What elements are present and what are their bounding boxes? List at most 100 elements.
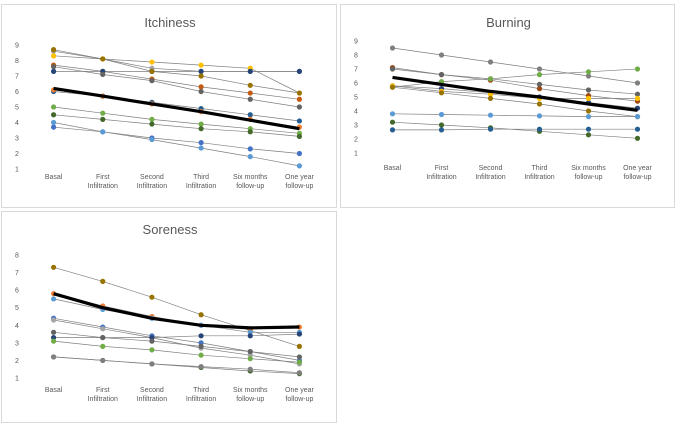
itchiness-series-patient-4-point [198, 68, 204, 74]
burning-series-patient-10-point [389, 127, 396, 133]
itchiness-series-patient-4-point [296, 68, 303, 74]
itchiness-series-patient-7-point [296, 118, 303, 124]
soreness-series-patient-7-line [53, 331, 300, 358]
itchiness-y-tick-label: 6 [15, 89, 19, 96]
burning-series-patient-1-point [487, 59, 494, 65]
itchiness-series-patient-3-line [53, 55, 300, 94]
itchiness-series-patient-9-line [53, 114, 300, 137]
soreness-series-patient-10-point [100, 357, 106, 364]
burning-series-patient-2-point [536, 86, 543, 92]
itchiness-series-patient-10-point [247, 146, 253, 152]
soreness-x-category-label: Second Infiltration [137, 387, 167, 403]
soreness-series-patient-8-point [100, 343, 106, 349]
soreness-series-patient-7-point [198, 343, 204, 349]
burning-series-patient-7-point [438, 90, 445, 96]
soreness-mean-line [53, 292, 300, 330]
burning-series-patient-8-point [634, 114, 641, 120]
itchiness-y-tick-label: 8 [15, 58, 19, 65]
burning-series-patient-9-point [438, 122, 445, 128]
itchiness-y-tick-label: 5 [15, 105, 19, 112]
burning-x-category-label: Third Infiltration [524, 165, 554, 181]
itchiness-series-patient-11 [50, 119, 303, 169]
burning-chart-panel: Burning 1 2 3 4 5 6 7 8 9 Basal First Infiltration Se… [340, 4, 675, 208]
itchiness-series-patient-5-point [247, 82, 253, 88]
soreness-chart-svg: Soreness 1 2 3 4 5 6 7 8 Basal First Infiltration Se… [15, 222, 314, 403]
itchiness-series-patient-11-line [53, 122, 300, 167]
itchiness-series-patient-2-point [247, 90, 253, 96]
itchiness-series-patient-5-point [296, 90, 303, 96]
burning-series-patient-1 [389, 45, 641, 86]
burning-series-patient-8-point [585, 114, 592, 120]
burning-series-patient-10-point [634, 126, 641, 132]
itchiness-series-patient-6-point [50, 64, 57, 70]
itchiness-y-tick-label: 4 [15, 120, 19, 127]
soreness-x-category-label: Third Infiltration [186, 387, 216, 403]
burning-series-patient-1-point [634, 80, 641, 86]
burning-series-patient-7-point [585, 108, 592, 114]
burning-y-tick-label: 8 [354, 53, 358, 60]
itchiness-mean-line [53, 86, 300, 131]
burning-series-patient-8-point [438, 111, 445, 118]
burning-series-patient-1-line [392, 47, 638, 84]
burning-series-patient-3 [389, 66, 641, 97]
burning-series-patient-6-point [634, 95, 641, 101]
itchiness-y-tick-label: 7 [15, 74, 19, 81]
soreness-series-patient-8-point [247, 356, 253, 362]
burning-y-tick-label: 9 [354, 39, 358, 46]
soreness-series-patient-1-point [198, 312, 204, 318]
soreness-series-patient-8-point [50, 338, 57, 344]
itchiness-series-patient-8-point [100, 110, 106, 116]
itchiness-series-patient-3-point [149, 59, 155, 65]
soreness-series-patient-10-point [247, 366, 253, 372]
burning-x-category-label: Second Infiltration [475, 165, 505, 181]
itchiness-series-patient-11-point [149, 136, 155, 143]
itchiness-series-patient-3-point [198, 62, 204, 68]
burning-series-patient-3-line [392, 68, 638, 95]
itchiness-series-patient-5 [50, 47, 303, 96]
itchiness-series-patient-11-point [198, 145, 204, 151]
burning-series-patient-7-point [536, 101, 543, 107]
soreness-y-tick-label: 5 [15, 305, 19, 312]
burning-series-patient-4-point [536, 72, 543, 78]
itchiness-series-patient-2 [50, 62, 303, 102]
soreness-series-patient-1-point [296, 343, 303, 349]
itchiness-series-patient-9-point [296, 133, 303, 140]
itchiness-series-patient-9 [50, 112, 303, 140]
burning-series-patient-10-point [536, 126, 543, 132]
soreness-x-category-label: Basal [45, 387, 63, 394]
burning-series-patient-7-point [487, 95, 494, 101]
itchiness-series-patient-6-line [53, 66, 300, 108]
burning-series-patient-1-point [438, 52, 445, 58]
itchiness-series-patient-8-line [53, 106, 300, 134]
itchiness-chart-title: Itchiness [144, 15, 196, 30]
itchiness-x-category-label: Third Infiltration [186, 174, 216, 190]
itchiness-x-category-label: First Infiltration [88, 174, 118, 190]
soreness-series-patient-2 [50, 291, 303, 332]
soreness-series-patient-1-point [149, 294, 155, 300]
soreness-y-tick-label: 7 [15, 270, 19, 277]
itchiness-series-patient-5-point [198, 73, 204, 79]
soreness-series-patient-6-point [247, 333, 253, 339]
burning-series-patient-3-point [634, 91, 641, 97]
itchiness-series-patient-7-point [247, 112, 253, 118]
burning-x-category-label: First Infiltration [426, 165, 456, 181]
itchiness-y-tick-label: 1 [15, 167, 19, 174]
burning-series-patient-6-point [585, 95, 592, 101]
burning-series-patient-3-point [389, 66, 396, 72]
soreness-y-tick-label: 4 [15, 323, 19, 330]
soreness-series-patient-1-line [53, 266, 300, 347]
soreness-series-patient-7-point [50, 329, 57, 335]
itchiness-series-patient-5-point [100, 56, 106, 62]
burning-chart-title: Burning [486, 15, 531, 30]
burning-series-patient-9-point [585, 132, 592, 138]
soreness-x-category-label: Six months follow-up [233, 387, 268, 403]
soreness-series-patient-8-point [198, 352, 204, 358]
burning-series-patient-1-point [585, 73, 592, 79]
burning-series-patient-4-point [634, 66, 641, 72]
burning-x-category-label: Basal [384, 165, 402, 172]
burning-x-category-label: One year follow-up [623, 165, 652, 181]
burning-series-patient-9-line [392, 121, 638, 139]
soreness-series-patient-10-point [50, 354, 57, 360]
burning-series-patient-6 [389, 83, 641, 101]
itchiness-series-patient-6-point [100, 71, 106, 78]
